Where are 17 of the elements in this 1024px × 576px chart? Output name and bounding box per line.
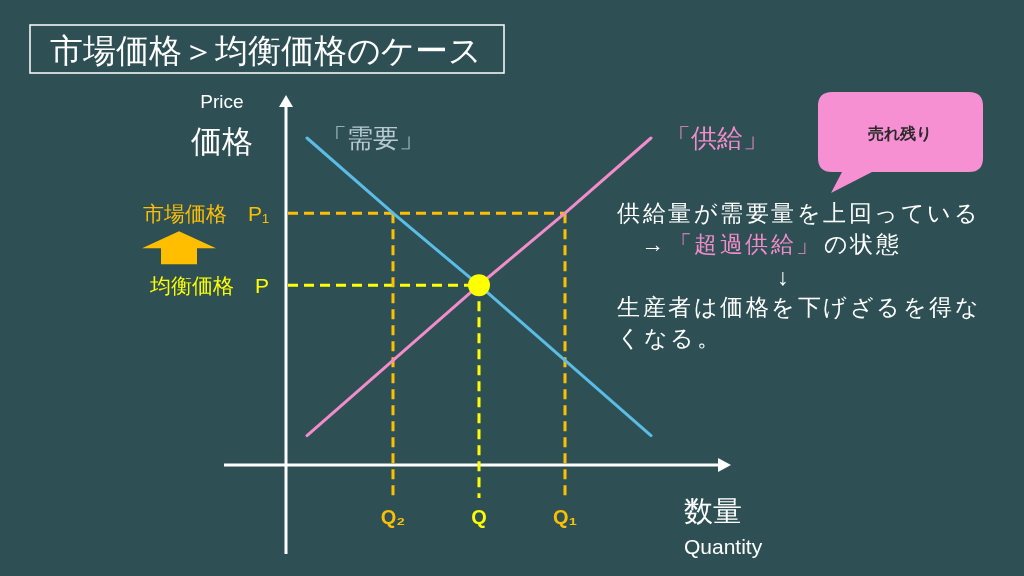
x-axis-title: 数量 Quantity	[684, 495, 763, 558]
text: ↓	[777, 264, 789, 290]
text: の状態	[823, 231, 901, 257]
y-axis-title: Price 価格	[191, 90, 253, 159]
x-tick-label: Q₁	[553, 506, 577, 528]
x-tick-label: Q₂	[380, 506, 406, 528]
ref-line-label: 均衡価格 P	[148, 273, 269, 297]
annotation: 「超過供給」	[668, 231, 822, 257]
ref-line-label: 市場価格 P₁	[142, 201, 269, 225]
annotation: →	[641, 231, 667, 257]
series-label: 「供給」	[665, 123, 769, 153]
chart-title: 市場価格＞均衡価格のケース	[50, 31, 482, 69]
x-tick-label: Q	[471, 506, 487, 528]
text: 売れ残り	[868, 124, 932, 142]
series-label: 「需要」	[321, 123, 425, 153]
annotation: 生産者は価格を下げざるを得なくなる。	[617, 294, 981, 351]
annotation: 供給量が需要量を上回っている	[617, 200, 980, 226]
